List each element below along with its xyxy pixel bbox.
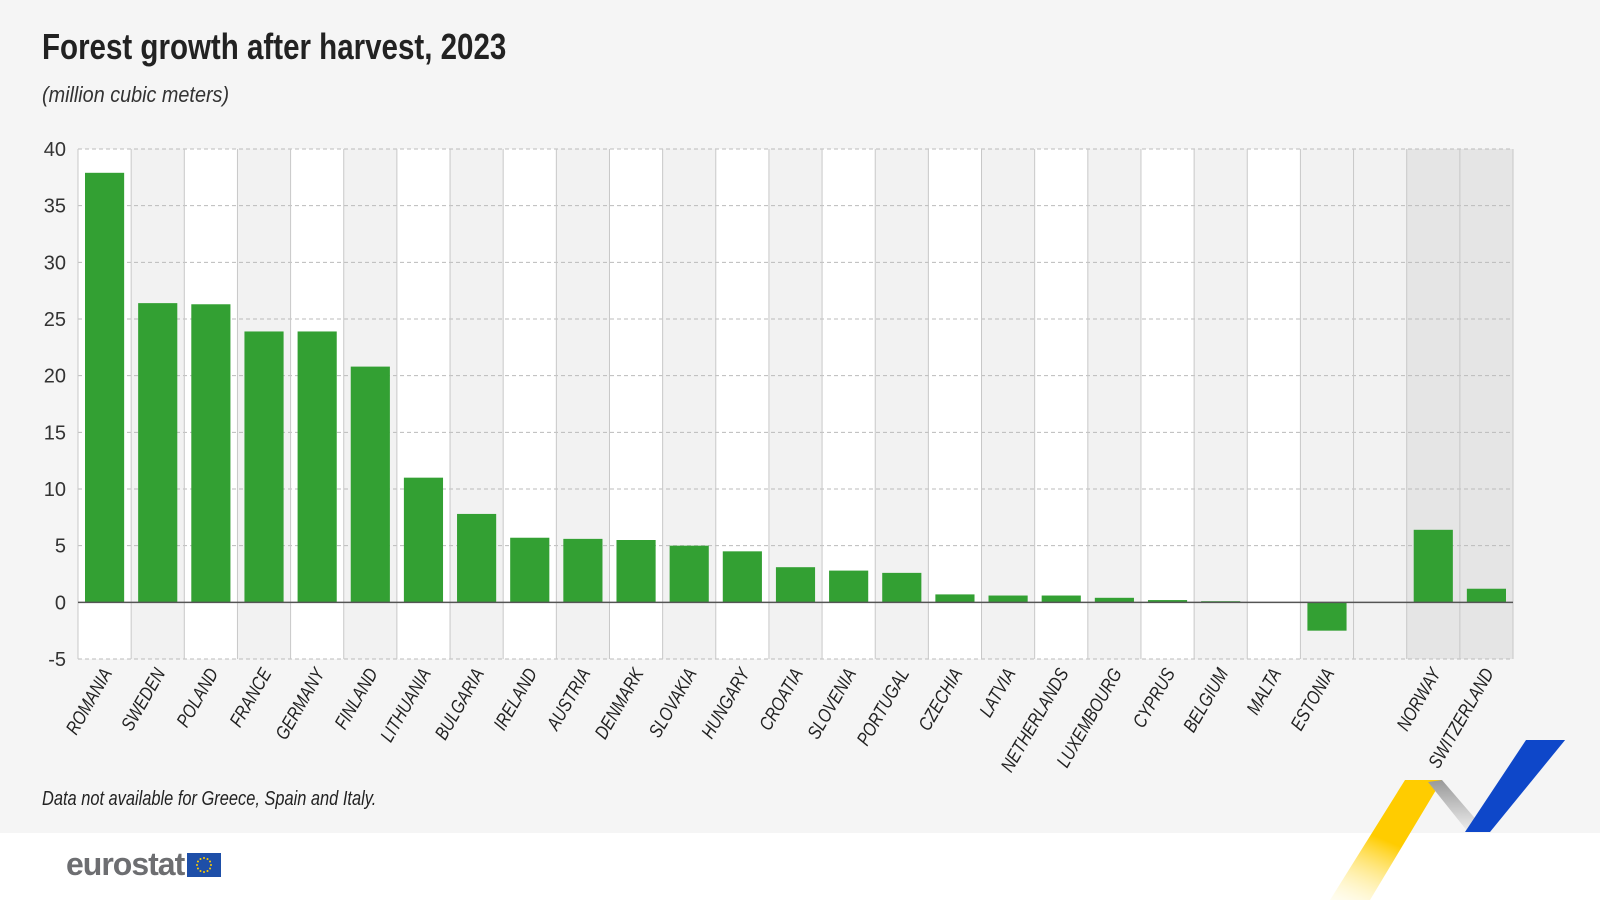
x-tick-label: ESTONIA bbox=[1286, 664, 1339, 734]
y-tick-label: 30 bbox=[44, 252, 66, 274]
bar-switzerland bbox=[1466, 588, 1506, 603]
x-tick-label: MALTA bbox=[1242, 664, 1286, 718]
bar-latvia bbox=[988, 595, 1028, 603]
bar-chart: -5 0 5 10 15 20 25 30 35 40 ROMANIA SWEDEN POLAND FRA… bbox=[44, 139, 1514, 776]
bar-lithuania bbox=[403, 477, 444, 603]
bar-estonia bbox=[1307, 602, 1347, 631]
logo-text: eurostat bbox=[66, 846, 185, 882]
x-tick-label: ROMANIA bbox=[61, 664, 116, 738]
y-tick-label: 0 bbox=[55, 592, 66, 614]
bar-croatia bbox=[775, 567, 816, 603]
bar-poland bbox=[191, 304, 231, 603]
column-background bbox=[1034, 149, 1088, 659]
column-background bbox=[1194, 149, 1248, 659]
x-tick-label: PORTUGAL bbox=[852, 664, 914, 749]
x-tick-label: HUNGARY bbox=[697, 663, 755, 742]
x-tick-label: SLOVAKIA bbox=[644, 664, 701, 741]
eu-flag-icon bbox=[187, 852, 222, 877]
bar-romania bbox=[85, 172, 125, 603]
column-background bbox=[981, 149, 1035, 659]
bar-netherlands bbox=[1041, 595, 1081, 603]
footnote: Data not available for Greece, Spain and… bbox=[42, 788, 377, 810]
x-tick-label: GERMANY bbox=[271, 663, 330, 743]
bar-finland bbox=[350, 366, 390, 603]
bar-slovenia bbox=[829, 570, 869, 603]
x-tick-label: IRELAND bbox=[489, 664, 542, 733]
y-tick-label: 35 bbox=[44, 196, 66, 218]
column-background bbox=[1300, 149, 1354, 659]
column-background bbox=[1087, 149, 1141, 659]
bar-germany bbox=[297, 331, 337, 603]
y-tick-label: 15 bbox=[44, 422, 66, 444]
bar-austria bbox=[563, 538, 603, 603]
x-tick-label: FINLAND bbox=[330, 664, 382, 733]
bar-hungary bbox=[722, 551, 762, 603]
x-tick-label: FRANCE bbox=[225, 664, 276, 731]
chart-title: Forest growth after harvest, 2023 bbox=[42, 26, 507, 67]
x-tick-label: AUSTRIA bbox=[542, 664, 595, 734]
column-background bbox=[1140, 149, 1195, 659]
bar-slovakia bbox=[669, 545, 709, 603]
x-tick-label: SWEDEN bbox=[116, 664, 169, 734]
eurostat-logo: eurostat bbox=[66, 846, 222, 883]
y-tick-label: 5 bbox=[55, 536, 66, 558]
x-tick-label: DENMARK bbox=[590, 663, 648, 742]
x-tick-label: LITHUANIA bbox=[376, 664, 436, 745]
bar-portugal bbox=[882, 572, 922, 603]
bar-cyprus bbox=[1147, 600, 1188, 603]
bar-ireland bbox=[510, 537, 550, 603]
bar-france bbox=[244, 331, 284, 603]
x-tick-label: BULGARIA bbox=[430, 664, 488, 743]
x-tick-label: CROATIA bbox=[754, 664, 807, 734]
chart-subtitle: (million cubic meters) bbox=[42, 82, 230, 107]
y-tick-label: 40 bbox=[44, 139, 66, 161]
x-tick-label: POLAND bbox=[172, 664, 223, 730]
bar-czechia bbox=[935, 594, 975, 603]
y-tick-label: 20 bbox=[44, 366, 66, 388]
x-tick-label: NORWAY bbox=[1392, 663, 1446, 734]
decorative-ribbon-icon bbox=[1330, 740, 1566, 900]
x-tick-label: LATVIA bbox=[975, 664, 1020, 720]
y-tick-label: 10 bbox=[44, 479, 66, 501]
x-tick-label: BELGIUM bbox=[1178, 664, 1232, 736]
column-background bbox=[928, 149, 982, 659]
y-tick-label: -5 bbox=[48, 649, 66, 671]
column-background bbox=[1353, 149, 1407, 659]
bar-sweden bbox=[138, 303, 178, 603]
x-tick-label: CYPRUS bbox=[1128, 664, 1180, 731]
x-tick-label: SLOVENIA bbox=[803, 664, 861, 742]
bar-bulgaria bbox=[457, 513, 497, 603]
y-tick-label: 25 bbox=[44, 309, 66, 331]
bar-denmark bbox=[616, 540, 656, 603]
column-background bbox=[1247, 149, 1301, 659]
bar-norway bbox=[1413, 529, 1453, 603]
bar-luxembourg bbox=[1094, 597, 1134, 603]
x-tick-label: CZECHIA bbox=[914, 664, 967, 734]
column-background bbox=[1459, 149, 1513, 659]
